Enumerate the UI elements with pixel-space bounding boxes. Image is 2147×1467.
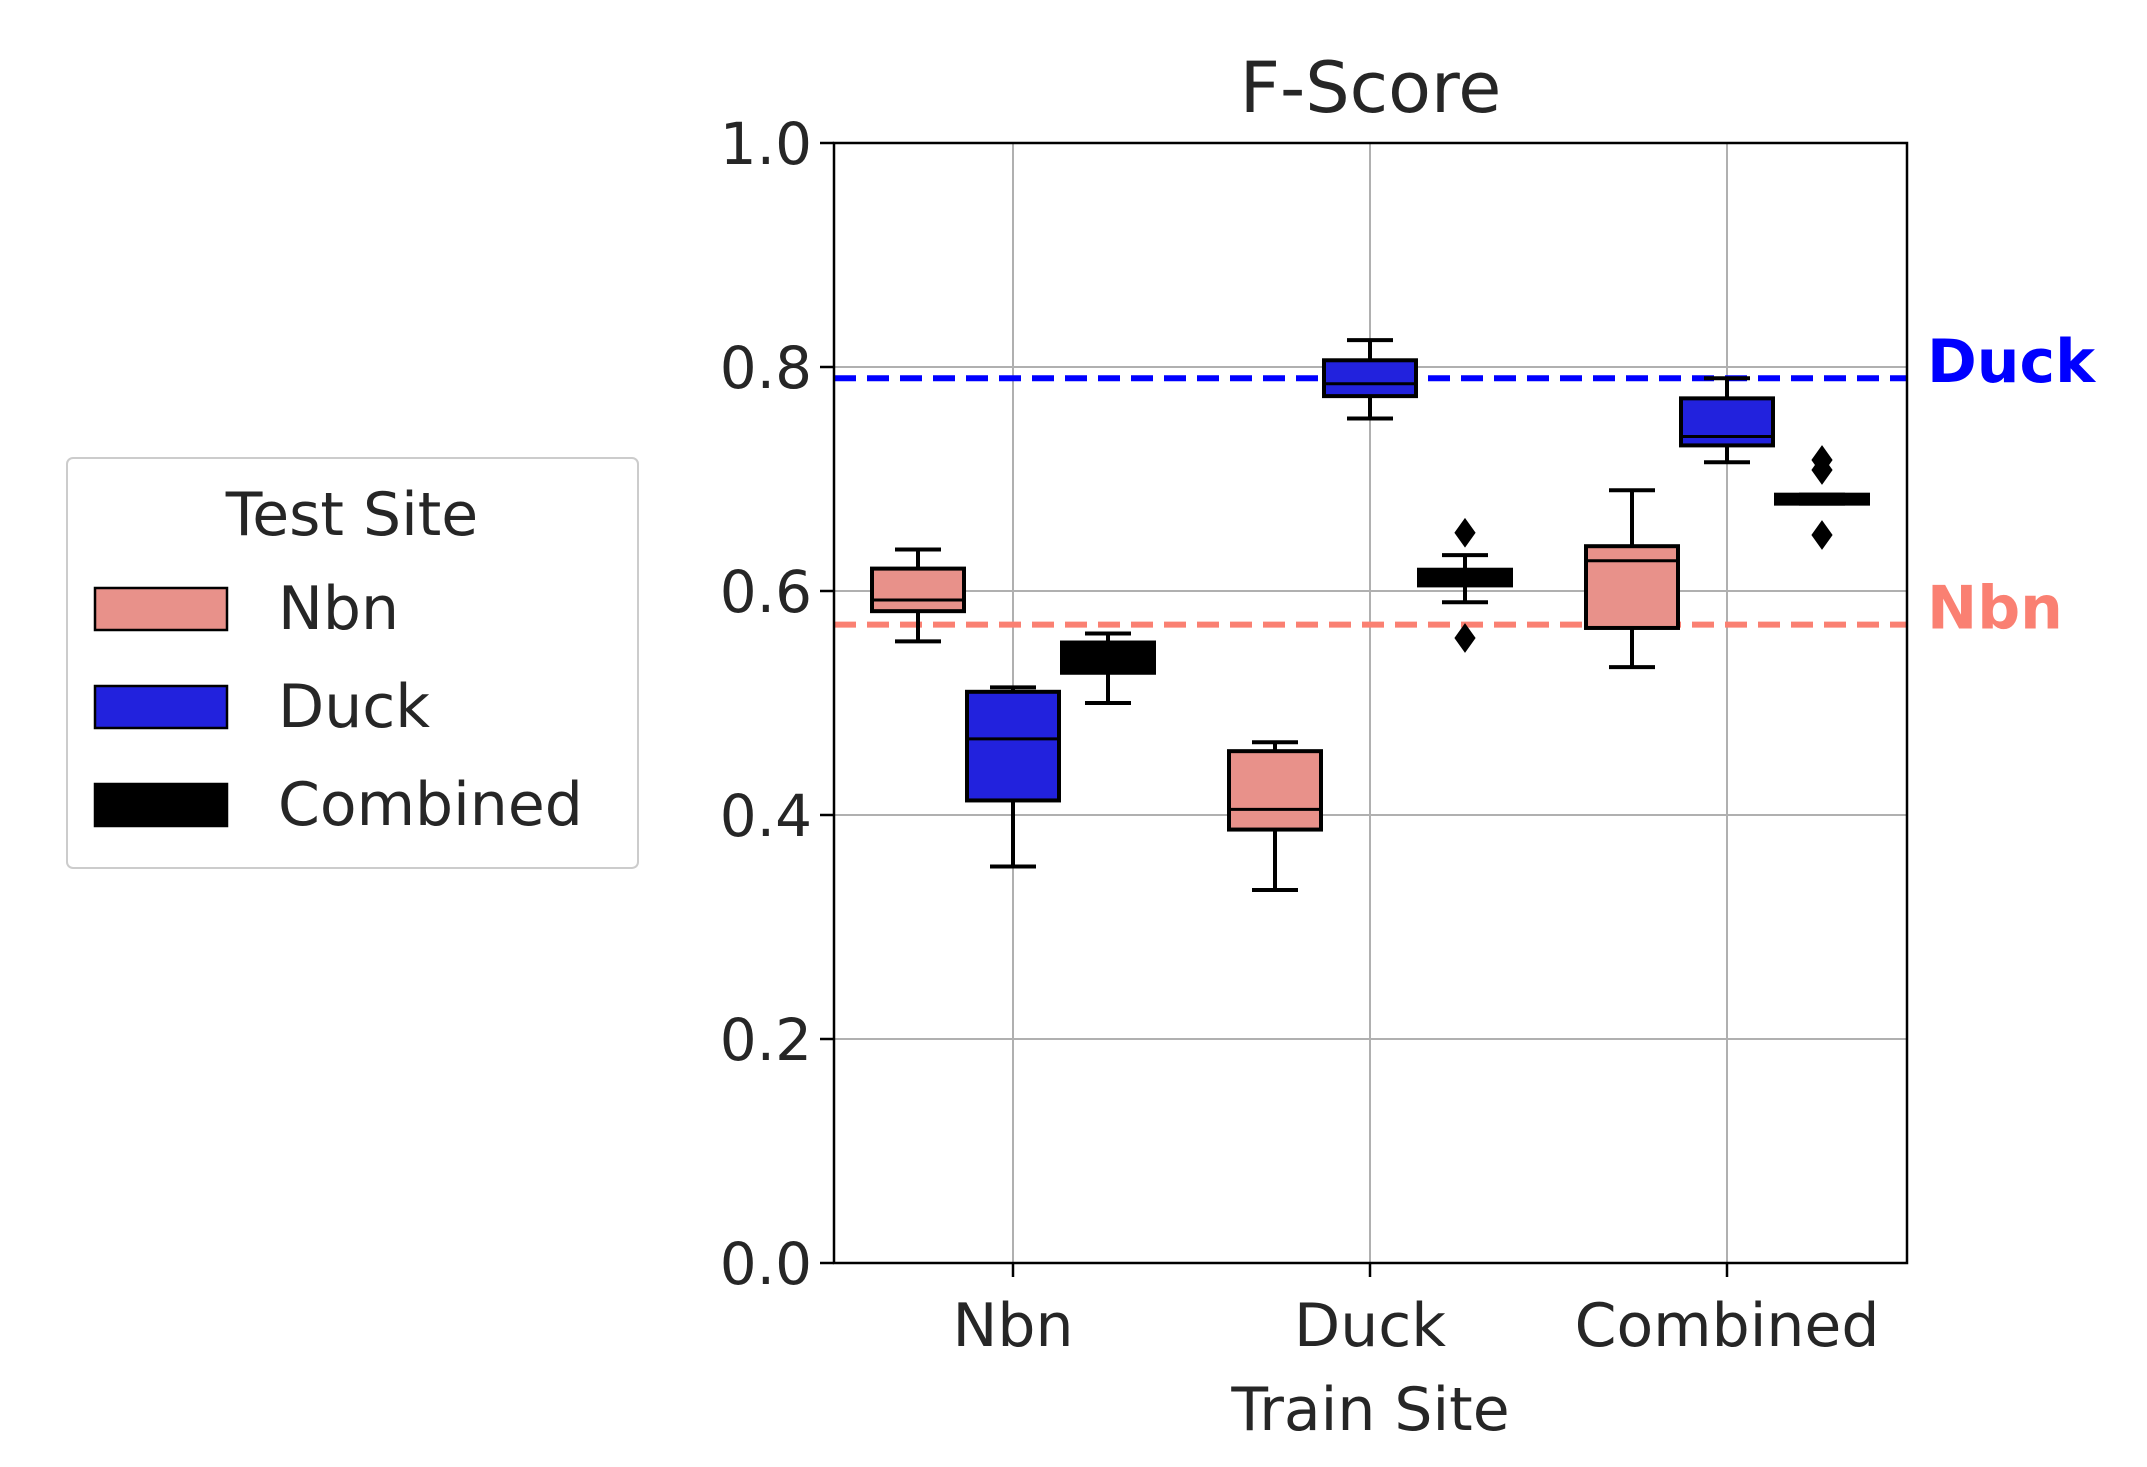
boxes	[870, 338, 1870, 893]
x-tick-label: Combined	[1575, 1291, 1880, 1361]
reference-label-duck: Duck	[1927, 327, 2097, 397]
legend-swatch	[93, 586, 229, 632]
x-tick-label: Nbn	[953, 1291, 1074, 1361]
y-tick-label: 0.0	[720, 1230, 812, 1298]
iqr-box	[1584, 544, 1680, 630]
box-duck-duck	[1322, 338, 1418, 421]
box-nbn-duck	[1227, 740, 1323, 893]
chart-title: F-Score	[1240, 47, 1502, 129]
box-nbn-nbn	[870, 547, 966, 644]
iqr-box	[870, 566, 966, 614]
axes: 0.0 0.2 0.4 0.6 0.8 1.0 Nbn Duck Combined	[720, 110, 1880, 1361]
y-tick-label: 1.0	[720, 110, 812, 178]
legend-title: Test Site	[225, 480, 478, 550]
box-nbn-combined	[1584, 488, 1680, 670]
legend-label: Nbn	[278, 574, 399, 644]
y-tick-label: 0.2	[720, 1006, 812, 1074]
box-duck-nbn	[965, 685, 1061, 869]
legend-swatch	[93, 684, 229, 730]
x-tick-label: Duck	[1294, 1291, 1446, 1361]
box-combined-nbn	[1060, 631, 1156, 705]
outlier-marker	[1811, 520, 1833, 550]
y-tick-label: 0.6	[720, 558, 812, 626]
legend-label: Combined	[278, 770, 583, 840]
iqr-box	[1322, 358, 1418, 399]
outlier-marker	[1811, 455, 1833, 485]
x-axis-label: Train Site	[1230, 1375, 1509, 1445]
iqr-box	[1679, 396, 1775, 448]
outlier-marker	[1454, 623, 1476, 653]
legend: Test Site Nbn Duck Combined	[66, 457, 639, 869]
iqr-box	[965, 689, 1061, 803]
box-combined-duck	[1417, 517, 1513, 653]
legend-entries: Nbn Duck Combined	[93, 574, 583, 840]
y-tick-label: 0.4	[720, 782, 812, 850]
legend-label: Duck	[278, 672, 430, 742]
legend-entry-nbn: Nbn	[93, 574, 399, 644]
box-combined-combined	[1774, 445, 1870, 550]
legend-entry-combined: Combined	[93, 770, 583, 840]
reference-label-nbn: Nbn	[1927, 574, 2063, 644]
box-duck-combined	[1679, 376, 1775, 465]
legend-swatch	[93, 782, 229, 828]
outlier-marker	[1454, 517, 1476, 548]
legend-frame	[66, 457, 639, 869]
iqr-box	[1227, 749, 1323, 832]
y-tick-label: 0.8	[720, 334, 812, 402]
reference-labels: Duck Nbn	[1927, 327, 2097, 643]
legend-entry-duck: Duck	[93, 672, 430, 742]
